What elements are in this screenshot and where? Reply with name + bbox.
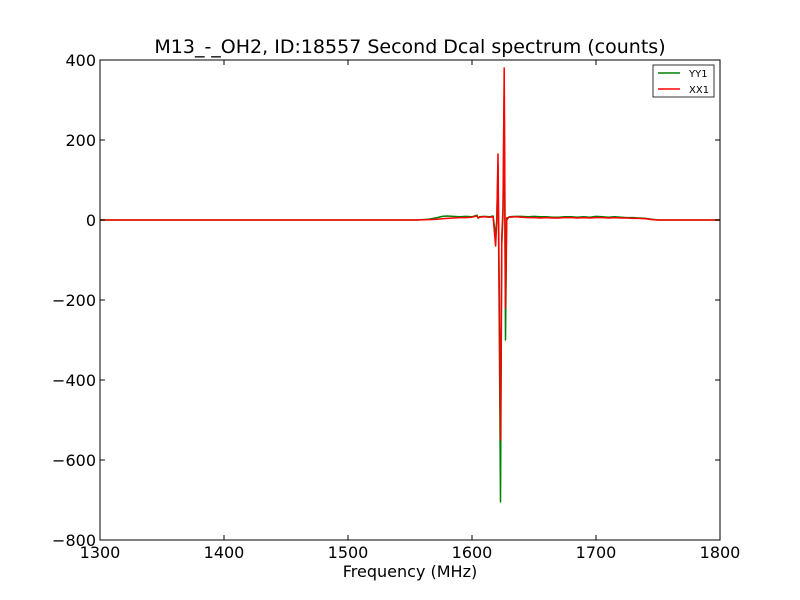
y-tick-label: 400 <box>65 51 96 70</box>
y-tick-label: 200 <box>65 131 96 150</box>
series-layer <box>100 67 720 503</box>
legend-label-xx1: XX1 <box>689 85 709 96</box>
x-axis-label: Frequency (MHz) <box>343 562 477 581</box>
series-line-xx1 <box>100 67 720 441</box>
plot-area: 1300 1400 1500 1600 1700 1800 −800 −600 −400 −20… <box>52 51 740 562</box>
y-tick-label: −400 <box>52 371 96 390</box>
x-tick-label: 1500 <box>328 543 369 562</box>
legend-box <box>652 64 715 98</box>
y-tick-label: 0 <box>86 211 96 230</box>
y-tick-label: −600 <box>52 451 96 470</box>
legend-label-yy1: YY1 <box>688 69 708 80</box>
x-tick-label: 1800 <box>700 543 741 562</box>
y-tick-label: −200 <box>52 291 96 310</box>
chart-title: M13_-_OH2, ID:18557 Second Dcal spectrum… <box>154 36 665 58</box>
y-tick-label: −800 <box>52 531 96 550</box>
x-tick-label: 1600 <box>452 543 493 562</box>
y-axis-ticks: −800 −600 −400 −200 0 200 400 <box>52 51 720 550</box>
x-tick-label: 1700 <box>576 543 617 562</box>
x-tick-label: 1400 <box>204 543 245 562</box>
x-tick-label: 1300 <box>80 543 121 562</box>
plot-background <box>100 60 720 540</box>
x-axis-ticks: 1300 1400 1500 1600 1700 1800 <box>80 60 741 562</box>
